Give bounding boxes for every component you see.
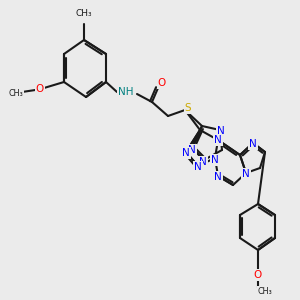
Text: S: S [185,103,191,113]
Text: N: N [214,172,222,182]
Text: O: O [254,270,262,280]
Text: N: N [194,162,202,172]
Text: CH₃: CH₃ [258,286,272,296]
Text: N: N [242,169,250,179]
Text: N: N [199,157,207,167]
Text: N: N [214,135,222,145]
Text: NH: NH [118,87,134,97]
Text: O: O [36,84,44,94]
Text: O: O [158,78,166,88]
Text: N: N [249,139,257,149]
Text: N: N [217,126,225,136]
Text: CH₃: CH₃ [9,89,23,98]
Text: N: N [211,155,219,165]
Text: N: N [182,148,190,158]
Text: CH₃: CH₃ [76,10,92,19]
Text: N: N [188,145,196,155]
